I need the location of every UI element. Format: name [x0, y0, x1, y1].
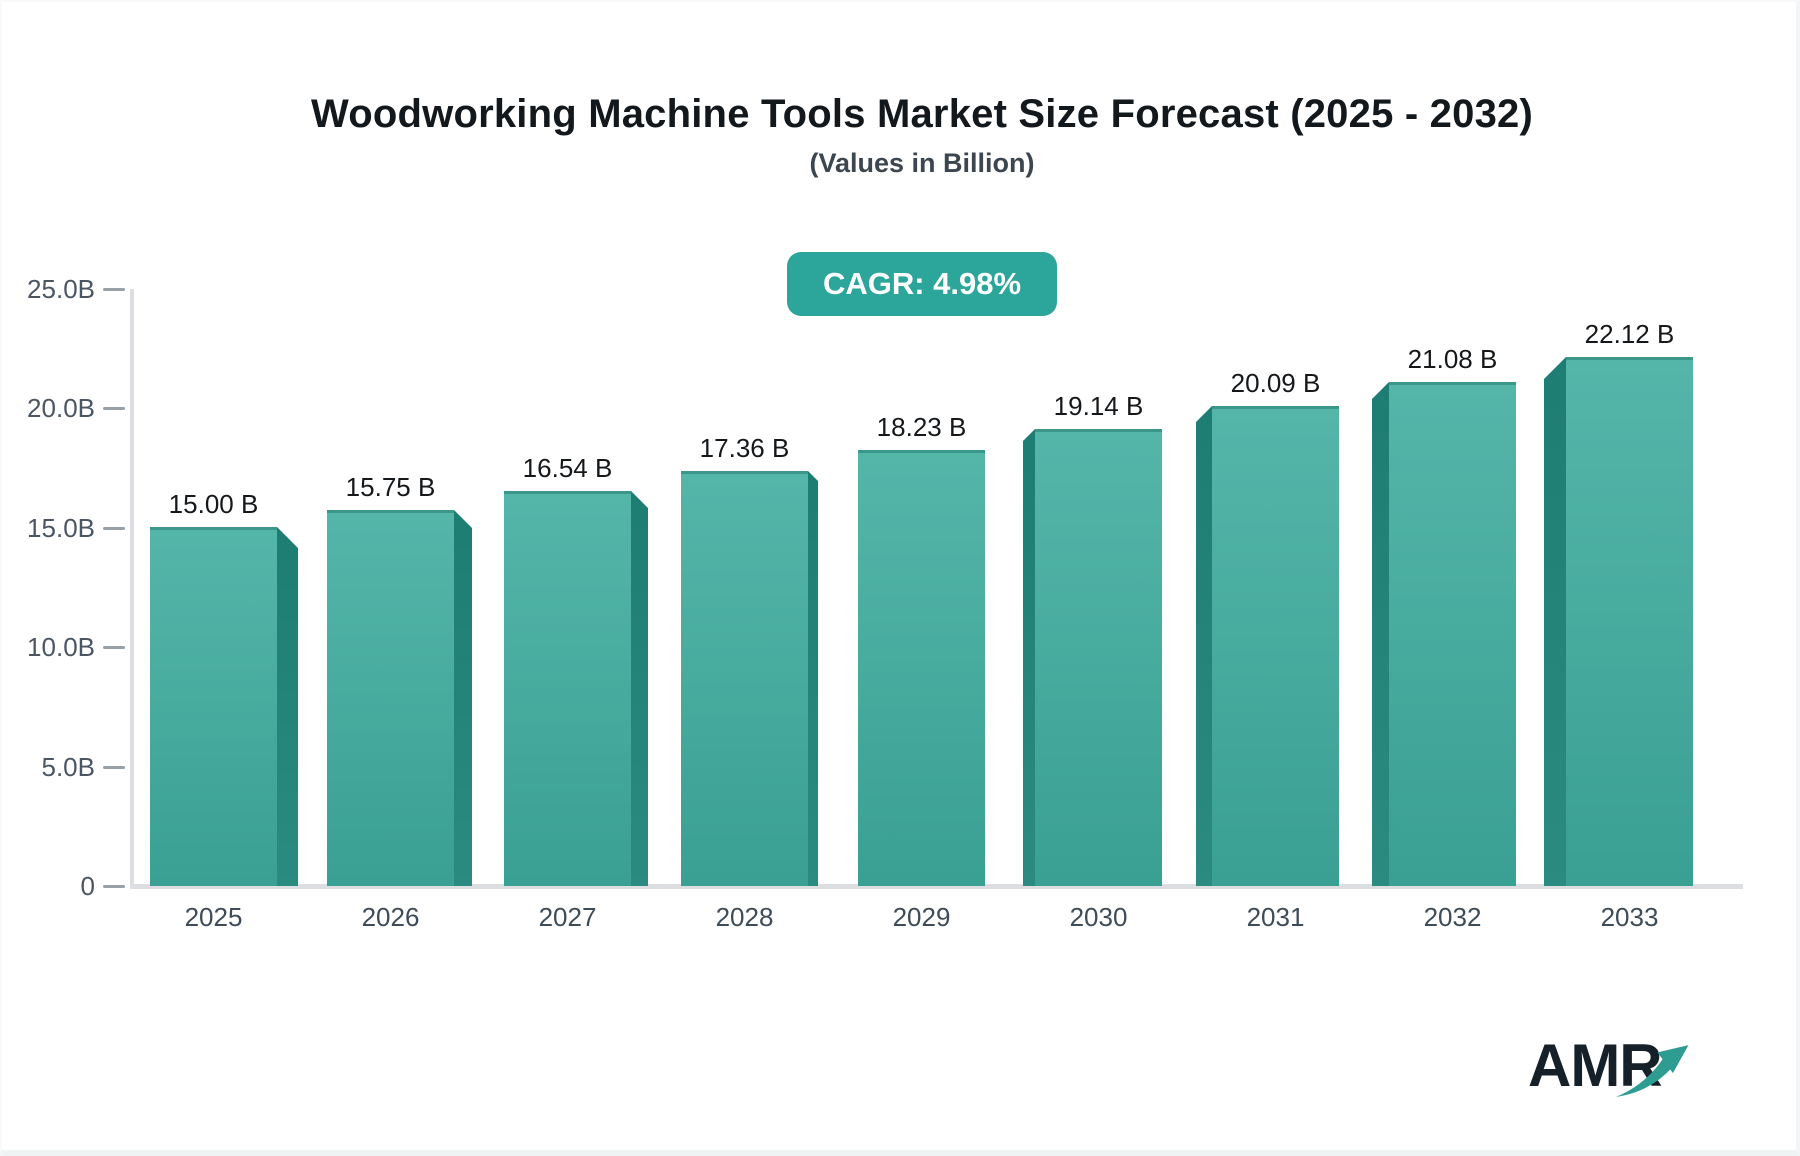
y-tick-label: 0	[80, 871, 95, 901]
bar-value-label: 22.12 B	[1584, 319, 1675, 349]
cagr-badge: CAGR: 4.98%	[786, 252, 1058, 316]
y-axis-line	[130, 289, 134, 886]
y-tick-label: 25.0B	[27, 273, 95, 304]
bar-side-face	[631, 491, 648, 886]
y-tick-label: 5.0B	[41, 751, 96, 782]
y-tick-label: 15.0B	[27, 512, 95, 543]
bar-side-face	[1196, 406, 1212, 886]
x-tick-label: 2026	[361, 902, 420, 932]
x-tick-label: 2032	[1423, 902, 1482, 932]
bar-front-face	[681, 471, 808, 886]
chart-title: Woodworking Machine Tools Market Size Fo…	[311, 92, 1533, 136]
y-tick-dash	[103, 407, 125, 410]
bar-front-face	[1212, 406, 1339, 886]
bar-front-face	[1389, 382, 1516, 886]
bar-2027: 16.54 B	[504, 453, 648, 886]
x-tick-label: 2027	[538, 902, 597, 932]
y-tick-dash	[103, 287, 125, 291]
y-tick-dash	[103, 885, 125, 888]
bar-2030: 19.14 B	[1023, 391, 1162, 886]
y-tick-dash	[103, 526, 125, 530]
bar-side-face	[808, 471, 818, 886]
bar-value-label: 17.36 B	[699, 433, 790, 463]
x-tick-label: 2033	[1600, 902, 1659, 932]
bar-value-label: 16.54 B	[522, 453, 613, 483]
x-tick-label: 2031	[1246, 902, 1305, 932]
bar-front-face	[858, 450, 985, 886]
bar-front-face	[327, 510, 454, 886]
bar-front-face	[504, 491, 631, 886]
bar-side-face	[277, 527, 298, 886]
bar-value-label: 19.14 B	[1053, 391, 1144, 421]
y-tick-label: 10.0B	[27, 632, 95, 662]
x-tick-label: 2030	[1069, 902, 1128, 932]
bar-value-label: 15.75 B	[345, 472, 436, 502]
y-tick-dash	[103, 765, 125, 769]
bar-side-face	[454, 510, 472, 886]
x-tick-label: 2029	[892, 902, 951, 932]
bar-side-face	[1372, 382, 1389, 886]
bar-2028: 17.36 B	[681, 433, 818, 886]
x-axis-line	[130, 884, 1743, 889]
amr-logo: AMR	[1528, 1026, 1718, 1112]
bar-front-face	[1035, 429, 1162, 886]
bar-front-face	[1566, 357, 1693, 886]
bar-2025: 15.00 B	[150, 489, 298, 886]
chart-subtitle: (Values in Billion)	[809, 148, 1035, 178]
growth-arrow-icon	[1616, 1045, 1689, 1097]
bar-side-face	[1023, 429, 1035, 886]
bar-value-label: 21.08 B	[1407, 344, 1498, 374]
y-tick-label: 20.0B	[27, 393, 95, 423]
cagr-badge-container: CAGR: 4.98%	[44, 252, 1800, 316]
bar-2032: 21.08 B	[1372, 344, 1516, 886]
bar-2033: 22.12 B	[1544, 319, 1693, 886]
bar-2029: 18.23 B	[858, 412, 985, 886]
bar-value-label: 15.00 B	[168, 489, 259, 519]
x-tick-label: 2028	[715, 902, 774, 932]
bar-front-face	[150, 527, 277, 886]
x-tick-label: 2025	[184, 902, 243, 932]
y-tick-dash	[103, 646, 125, 649]
bar-value-label: 18.23 B	[876, 412, 967, 442]
bar-side-face	[1544, 357, 1566, 886]
bar-2031: 20.09 B	[1196, 368, 1339, 886]
bar-value-label: 20.09 B	[1230, 368, 1321, 398]
bar-2026: 15.75 B	[327, 472, 472, 886]
